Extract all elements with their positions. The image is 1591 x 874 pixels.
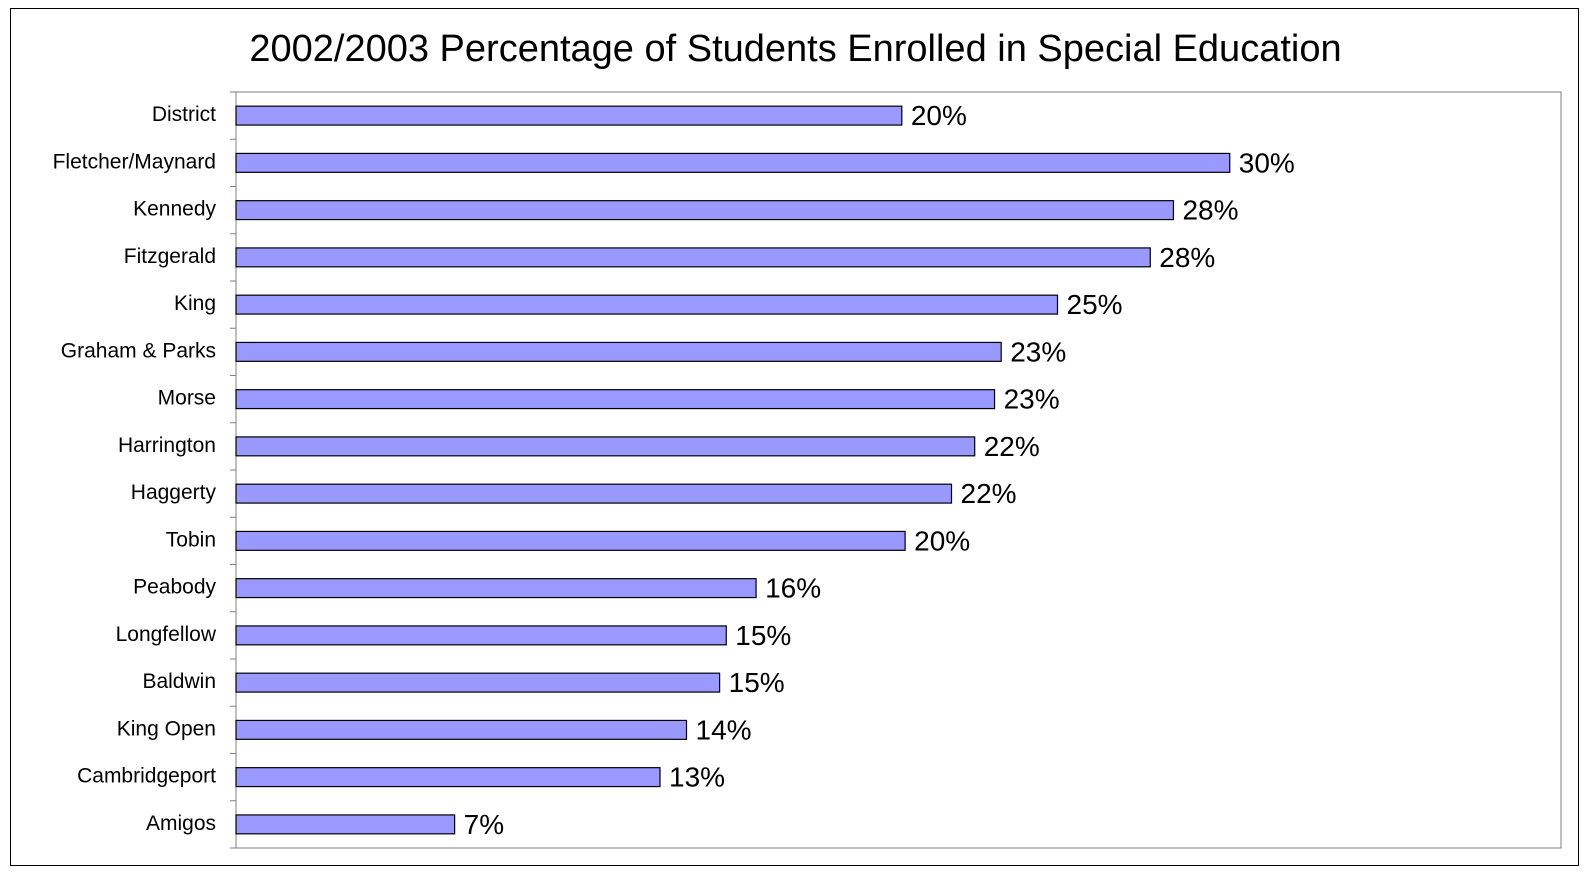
data-label: 25% [1067, 289, 1123, 320]
bars [235, 105, 1231, 835]
category-label: Kennedy [133, 198, 216, 221]
data-label: 20% [914, 525, 970, 556]
bar [235, 200, 1175, 221]
bar [235, 625, 727, 646]
data-label: 22% [961, 478, 1017, 509]
category-label: King Open [117, 717, 216, 740]
category-label: Cambridgeport [77, 765, 216, 788]
data-label: 28% [1159, 242, 1215, 273]
chart-frame [10, 8, 1579, 866]
bar [235, 530, 906, 551]
category-label: Fletcher/Maynard [53, 150, 216, 173]
bar [235, 105, 903, 126]
bar [235, 814, 456, 835]
category-label: Peabody [133, 576, 216, 599]
data-label: 15% [735, 620, 791, 651]
bar [235, 247, 1151, 268]
bar [235, 672, 721, 693]
category-label: Baldwin [142, 670, 216, 693]
data-labels: 20%30%28%28%25%23%23%22%22%20%16%15%15%1… [464, 100, 1295, 840]
data-label: 23% [1004, 384, 1060, 415]
bar [235, 483, 953, 504]
bar [235, 152, 1231, 173]
data-label: 14% [696, 714, 752, 745]
data-label: 30% [1239, 147, 1295, 178]
category-label: Harrington [118, 434, 216, 457]
category-label: Haggerty [131, 481, 217, 504]
category-label: King [174, 292, 216, 315]
bar [235, 436, 976, 457]
category-label: Longfellow [116, 623, 217, 646]
category-label: Fitzgerald [124, 245, 216, 268]
category-label: Tobin [166, 528, 216, 551]
chart-title: 2002/2003 Percentage of Students Enrolle… [249, 28, 1342, 70]
category-label: District [152, 103, 216, 126]
data-label: 13% [669, 762, 725, 793]
data-label: 15% [729, 667, 785, 698]
data-label: 28% [1182, 195, 1238, 226]
category-labels: District Fletcher/Maynard Kennedy Fitzgeral… [53, 103, 217, 835]
bar [235, 389, 996, 410]
bar [235, 578, 757, 599]
data-label: 7% [464, 809, 504, 840]
bar [235, 719, 688, 740]
category-label: Morse [158, 387, 216, 410]
category-label: Amigos [146, 812, 216, 835]
data-label: 23% [1010, 336, 1066, 367]
bar [235, 767, 661, 788]
data-label: 22% [984, 431, 1040, 462]
data-label: 20% [911, 100, 967, 131]
category-axis [230, 91, 237, 849]
bar [235, 294, 1059, 315]
data-label: 16% [765, 573, 821, 604]
bar [235, 341, 1002, 362]
category-label: Graham & Parks [61, 339, 216, 362]
